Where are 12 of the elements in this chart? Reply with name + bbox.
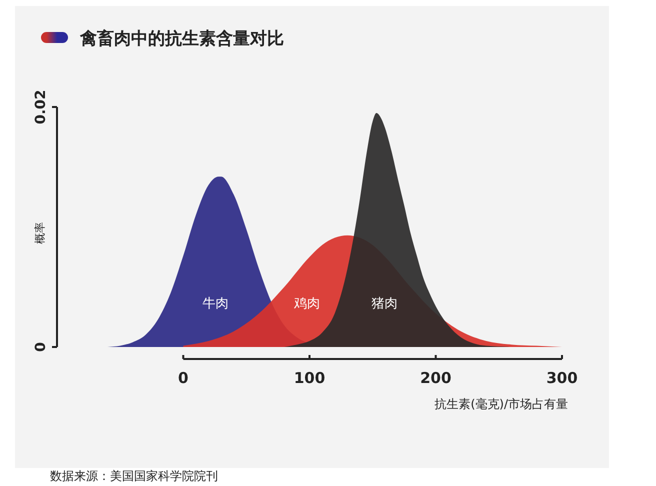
source-note: 数据来源：美国国家科学院院刊	[50, 469, 218, 483]
x-tick-label: 100	[294, 369, 326, 387]
x-tick-label: 0	[178, 369, 188, 387]
series-label: 鸡肉	[292, 296, 320, 312]
series-label: 牛肉	[202, 296, 228, 312]
y-tick-label: 0.02	[33, 90, 49, 124]
y-axis-title: 概率	[34, 222, 46, 244]
series-label: 猪肉	[372, 296, 398, 312]
x-tick-label: 200	[420, 369, 452, 387]
chart-title: 禽畜肉中的抗生素含量对比	[79, 28, 284, 49]
x-axis-title: 抗生素(毫克)/市场占有量	[434, 397, 568, 411]
x-tick-label: 300	[546, 369, 578, 387]
